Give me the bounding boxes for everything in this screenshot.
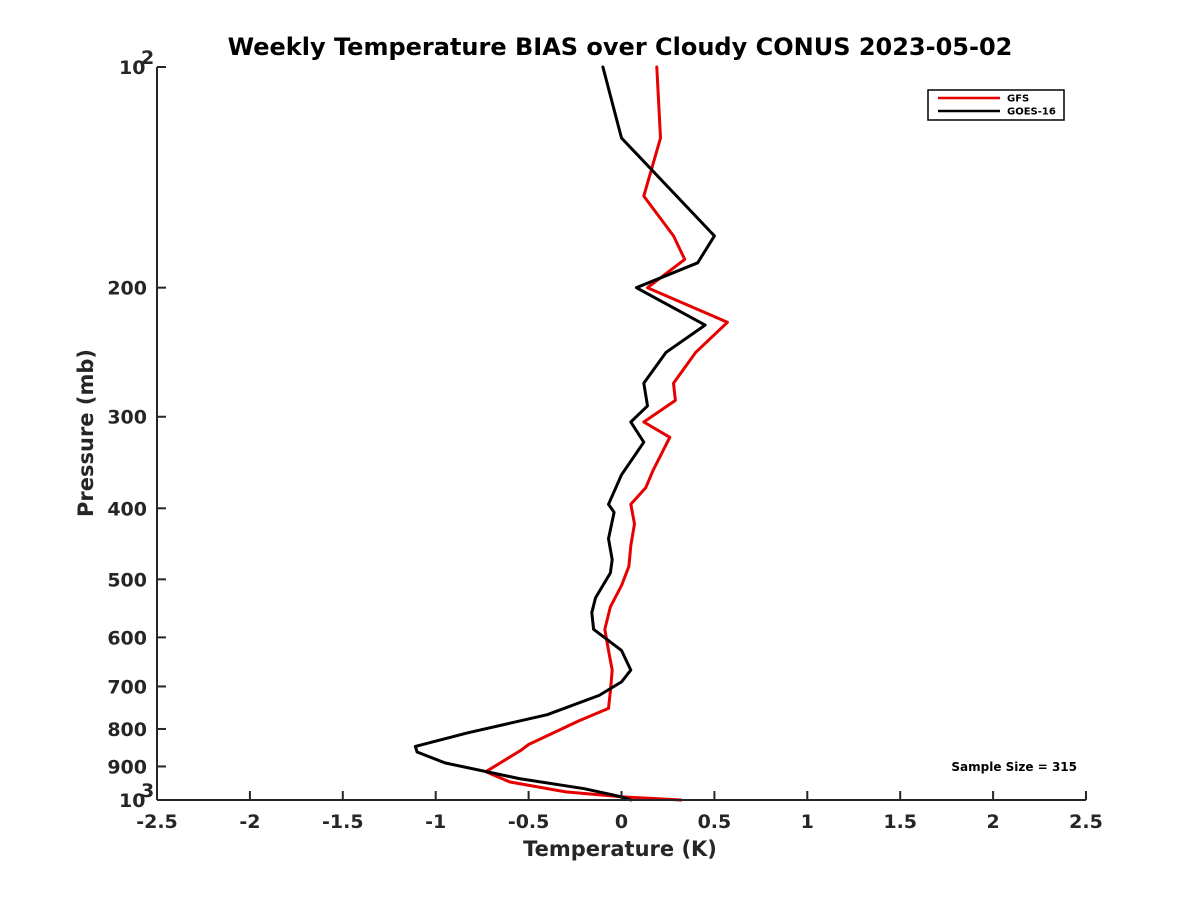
sample-size-annotation: Sample Size = 315 bbox=[951, 760, 1077, 774]
x-axis-label: Temperature (K) bbox=[523, 837, 717, 861]
x-tick-label: 0.5 bbox=[698, 811, 732, 833]
x-tick-label: -2 bbox=[239, 811, 260, 833]
chart-title: Weekly Temperature BIAS over Cloudy CONU… bbox=[228, 33, 1013, 61]
y-tick-label: 500 bbox=[107, 569, 147, 591]
y-tick-label: 10 bbox=[119, 57, 145, 79]
y-tick-label: 200 bbox=[107, 278, 147, 300]
y-tick-exponent: 3 bbox=[141, 780, 154, 802]
legend-label-goes-16: GOES-16 bbox=[1007, 107, 1056, 118]
y-tick-label: 900 bbox=[107, 756, 147, 778]
y-tick-exponent: 2 bbox=[141, 47, 154, 69]
x-tick-label: 2 bbox=[986, 811, 999, 833]
x-tick-label: -0.5 bbox=[508, 811, 550, 833]
legend-box bbox=[927, 89, 1065, 121]
series-line-gfs bbox=[484, 65, 729, 802]
y-tick-label: 400 bbox=[107, 498, 147, 520]
y-tick-label: 700 bbox=[107, 676, 147, 698]
x-ticks: -2.5 -2 -1.5 -1 -0.5 0 0.5 1 1.5 2 2.5 bbox=[136, 791, 1103, 833]
x-tick-label: -2.5 bbox=[136, 811, 178, 833]
legend: GFS GOES-16 bbox=[927, 89, 1065, 121]
y-tick-label: 800 bbox=[107, 719, 147, 741]
x-tick-label: -1.5 bbox=[322, 811, 364, 833]
y-tick-label: 600 bbox=[107, 627, 147, 649]
series-line-goes-16 bbox=[413, 65, 716, 802]
y-tick-label: 10 bbox=[119, 790, 145, 812]
x-tick-label: 1.5 bbox=[883, 811, 917, 833]
y-tick-label: 300 bbox=[107, 407, 147, 429]
plot-lines bbox=[413, 65, 729, 802]
x-tick-label: 2.5 bbox=[1069, 811, 1103, 833]
x-tick-label: 0 bbox=[615, 811, 628, 833]
x-tick-label: 1 bbox=[801, 811, 814, 833]
x-tick-label: -1 bbox=[425, 811, 446, 833]
legend-label-gfs: GFS bbox=[1007, 94, 1029, 105]
y-axis-label: Pressure (mb) bbox=[74, 349, 98, 517]
